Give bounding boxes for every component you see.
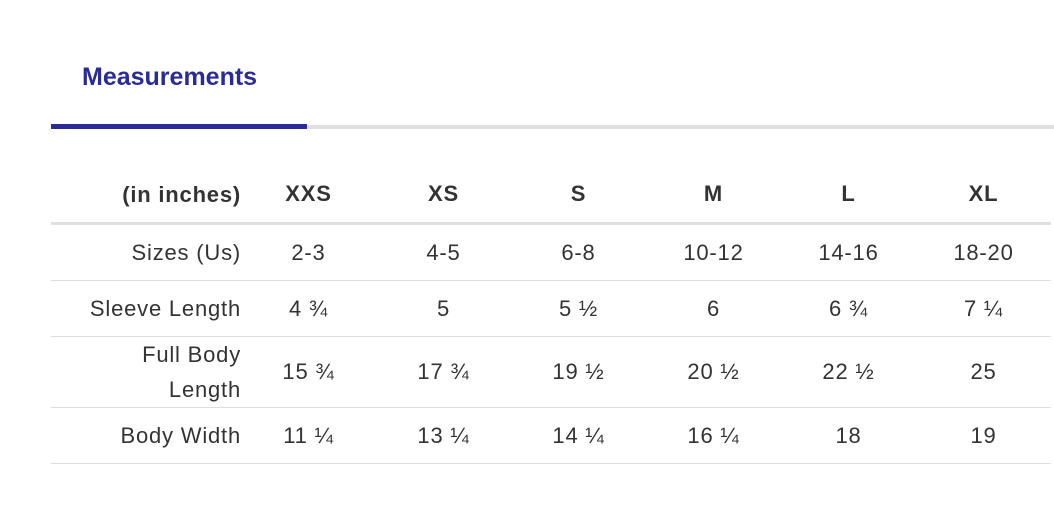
cell-text: 14 ¼: [552, 422, 605, 448]
cell: 6-8: [511, 223, 646, 281]
cell-text: 16 ¼: [687, 422, 740, 448]
size-header: M: [646, 166, 781, 225]
cell: 5 ½: [511, 280, 646, 337]
cell-text: 19 ½: [552, 359, 605, 384]
cell-text: 6-8: [561, 239, 596, 265]
cell-text: 11 ¼: [283, 422, 334, 448]
cell: 6: [646, 280, 781, 337]
cell: 14 ¼: [511, 407, 646, 464]
cell-text: Sizes (Us): [131, 240, 241, 265]
cell-text: 2-3: [291, 239, 326, 265]
cell: 18: [781, 407, 916, 464]
cell-text: 22 ½: [822, 359, 875, 384]
table-row: Sizes (Us) 2-3 4-5 6-8 10-12 14-16 18-20: [51, 223, 1051, 281]
cell: 2-3: [241, 223, 376, 281]
cell: 14-16: [781, 223, 916, 281]
cell: 11 ¼: [241, 407, 376, 464]
cell: 16 ¼: [646, 407, 781, 464]
table-row: Full Body Length 15 ¾ 17 ¾ 19 ½ 20 ½ 22 ½ 25: [51, 336, 1051, 408]
table-row: Body Width 11 ¼ 13 ¼ 14 ¼ 16 ¼ 18 19: [51, 407, 1051, 464]
size-header: XXS: [241, 166, 376, 225]
cell-text: 6: [706, 295, 721, 321]
cell-text: 5: [436, 295, 451, 321]
cell: 18-20: [916, 223, 1051, 281]
cell: 7 ¼: [916, 280, 1051, 337]
row-label: Sleeve Length: [51, 280, 241, 337]
cell: 22 ½: [781, 336, 916, 408]
row-label: Full Body Length: [51, 336, 241, 408]
cell-text: 4-5: [426, 239, 461, 265]
cell: 6 ¾: [781, 280, 916, 337]
row-label: Body Width: [51, 407, 241, 464]
cell: 19 ½: [511, 336, 646, 408]
cell-text: 18-20: [953, 239, 1014, 265]
cell: 10-12: [646, 223, 781, 281]
header-text: XL: [968, 181, 999, 206]
cell-text: Body Width: [120, 423, 241, 448]
size-header: L: [781, 166, 916, 225]
header-text: XXS: [285, 181, 332, 206]
header-row: (in inches) XXS XS S M L XL: [51, 166, 1051, 225]
header-text: XS: [428, 181, 459, 206]
table-row: Sleeve Length 4 ¾ 5 5 ½ 6 6 ¾ 7 ¼: [51, 280, 1051, 337]
cell: 20 ½: [646, 336, 781, 408]
cell-text: 4 ¾: [288, 295, 329, 321]
header-text: M: [703, 181, 724, 206]
cell-text: 18: [835, 422, 862, 448]
cell-text: 20 ½: [687, 359, 740, 384]
cell: 17 ¾: [376, 336, 511, 408]
cell-text: 7 ¼: [963, 295, 1004, 321]
cell-text: 10-12: [683, 239, 744, 265]
cell-text: 17 ¾: [417, 359, 470, 384]
cell-text: 14-16: [818, 239, 879, 265]
header-text: L: [841, 181, 856, 206]
size-header: S: [511, 166, 646, 225]
unit-header: (in inches): [51, 166, 241, 225]
cell-text: Sleeve Length: [89, 296, 241, 321]
size-table: (in inches) XXS XS S M L XL Sizes (Us) 2-3 4-5 6-…: [51, 166, 1051, 464]
cell-text: 5 ½: [558, 295, 599, 321]
cell: 5: [376, 280, 511, 337]
cell: 13 ¼: [376, 407, 511, 464]
tab-divider: [51, 125, 1054, 129]
cell-text: 6 ¾: [828, 295, 869, 321]
size-header: XL: [916, 166, 1051, 225]
cell-text: 15 ¾: [282, 359, 335, 384]
cell-text: 13 ¼: [417, 422, 470, 448]
tab[interactable]: Measurements: [82, 63, 258, 91]
cell: 25: [916, 336, 1051, 408]
header-text: S: [570, 181, 587, 206]
cell-text: 19: [970, 422, 997, 448]
size-header: XS: [376, 166, 511, 225]
row-label: Sizes (Us): [51, 223, 241, 281]
cell-text: 25: [970, 359, 997, 384]
cell: 15 ¾: [241, 336, 376, 408]
cell: 19: [916, 407, 1051, 464]
cell: 4 ¾: [241, 280, 376, 337]
cell: 4-5: [376, 223, 511, 281]
header-text: (in inches): [122, 181, 241, 207]
cell-text: Full Body Length: [142, 342, 241, 402]
tab-indicator: [51, 124, 307, 129]
